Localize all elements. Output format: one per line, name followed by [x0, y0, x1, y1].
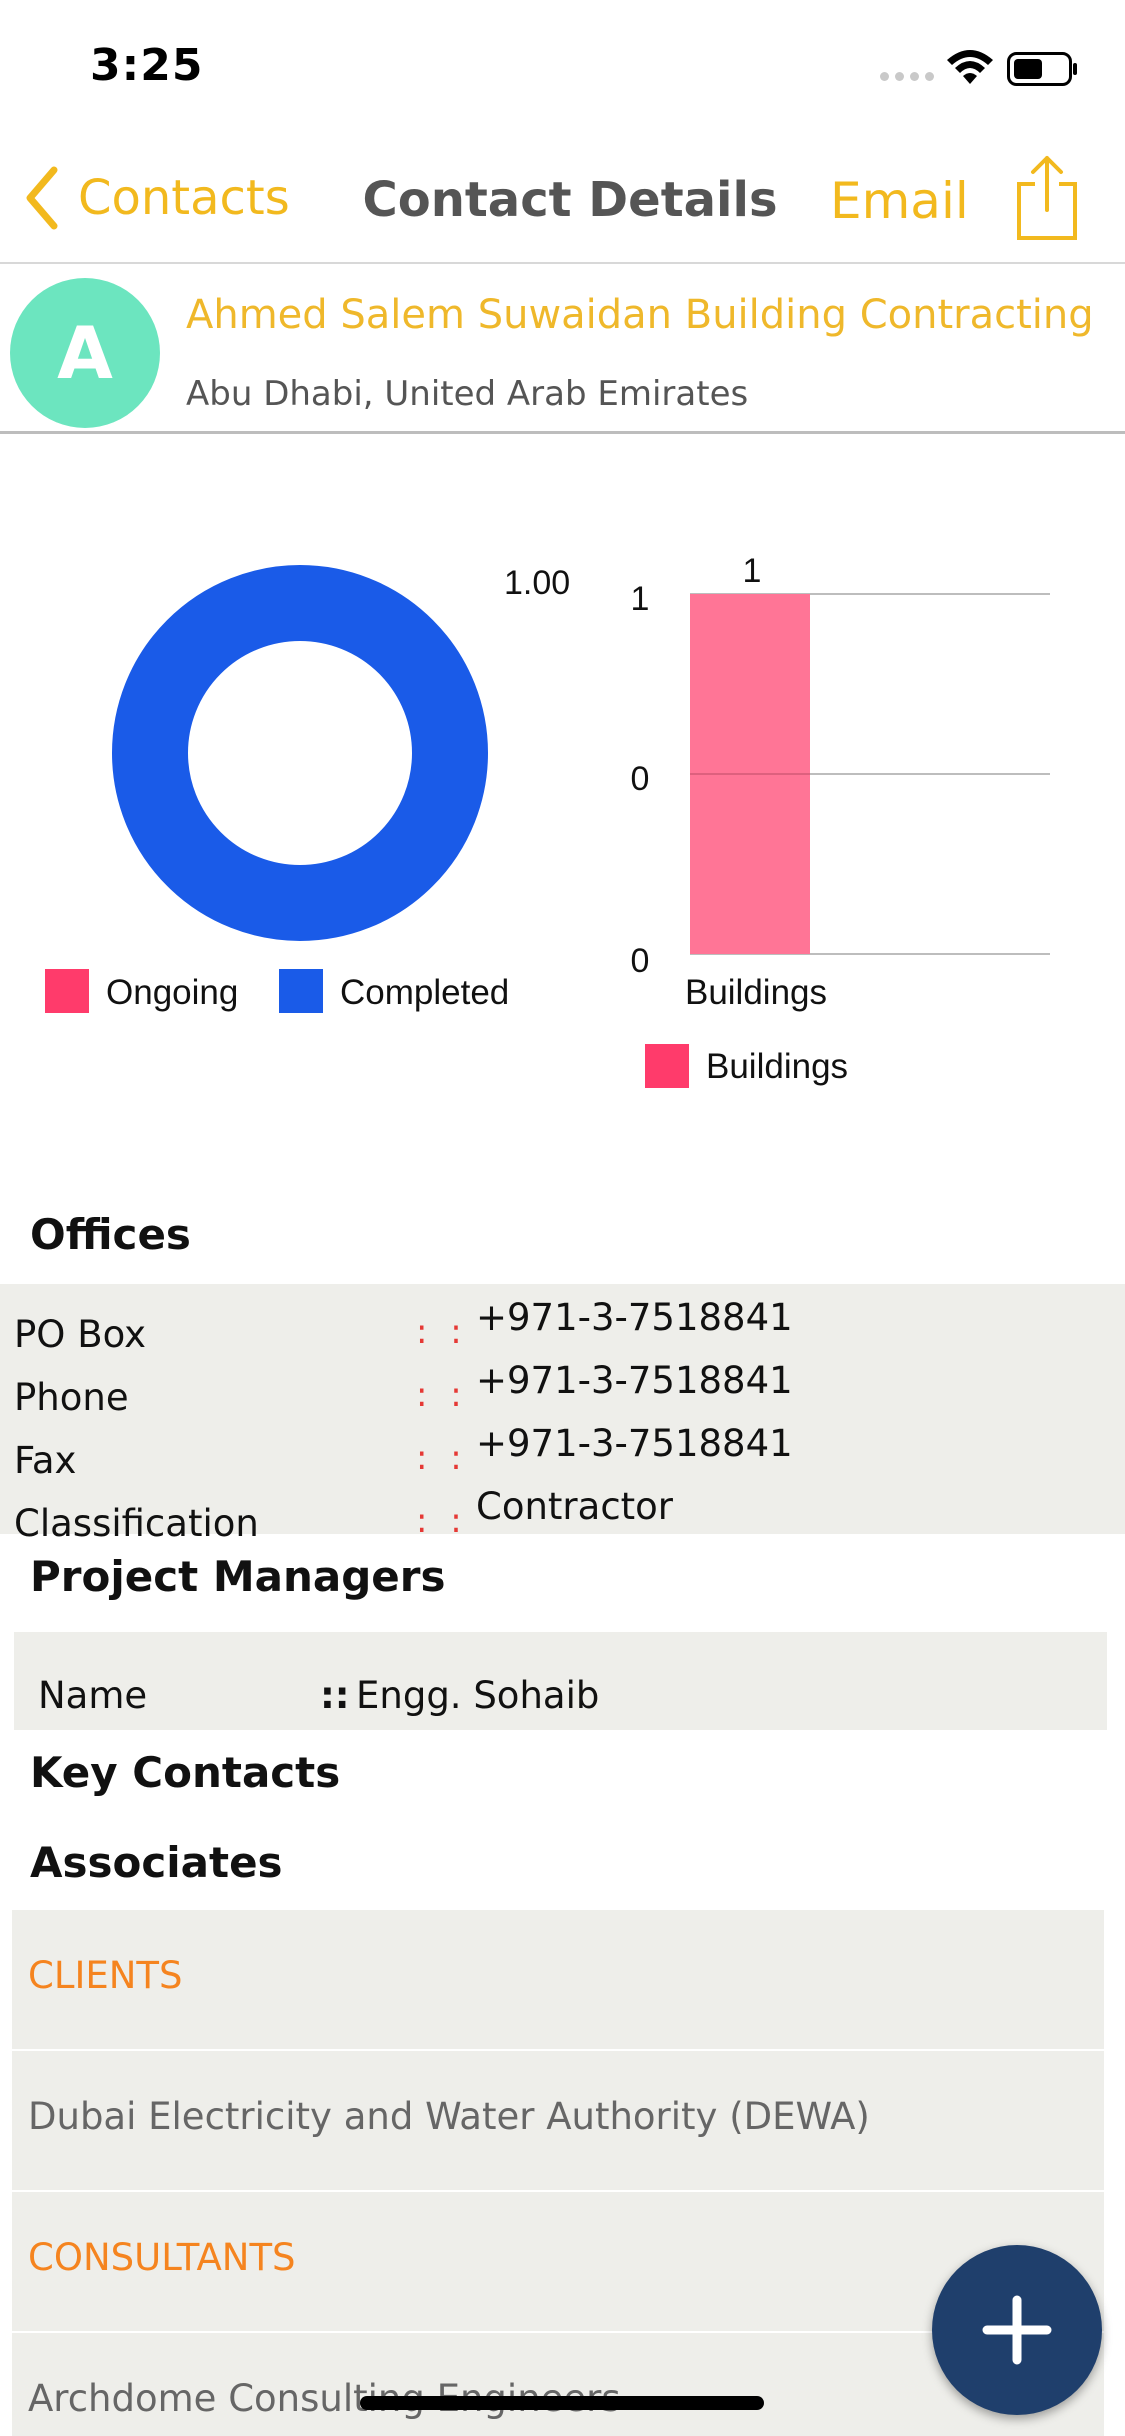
- list-item-label: Dubai Electricity and Water Authority (D…: [28, 2095, 870, 2138]
- add-button[interactable]: [932, 2245, 1102, 2415]
- legend-label-ongoing: Ongoing: [106, 973, 238, 1012]
- pm-separator: ::: [320, 1674, 350, 1717]
- legend-swatch-buildings: [645, 1044, 689, 1088]
- bar-y-tick-label: 1: [631, 580, 650, 618]
- company-name[interactable]: Ahmed Salem Suwaidan Building Contractin…: [186, 292, 1094, 338]
- legend-swatch-completed: [279, 969, 323, 1013]
- row-label: Fax: [14, 1439, 77, 1482]
- row-label: PO Box: [14, 1313, 146, 1356]
- office-row-po-box: PO Box : : +971-3-7518841: [0, 1296, 1125, 1356]
- page-title: Contact Details: [362, 172, 778, 228]
- office-row-fax: Fax : : +971-3-7518841: [0, 1422, 1125, 1482]
- project-managers-title: Project Managers: [30, 1552, 446, 1601]
- back-button[interactable]: Contacts: [22, 166, 290, 230]
- charts-area: 1.00 Ongoing Completed 1 1 0 0 Buildings Buildin…: [0, 470, 1125, 1120]
- bar-category-label: Buildings: [685, 973, 827, 1012]
- row-label: Phone: [14, 1376, 129, 1419]
- company-location: Abu Dhabi, United Arab Emirates: [186, 374, 749, 414]
- office-row-phone: Phone : : +971-3-7518841: [0, 1359, 1125, 1419]
- back-button-label: Contacts: [78, 170, 290, 226]
- legend-swatch-ongoing: [45, 969, 89, 1013]
- pm-name-label: Name: [38, 1674, 148, 1717]
- legend-label-completed: Completed: [340, 973, 509, 1012]
- row-value: Contractor: [476, 1485, 674, 1528]
- row-separator: : :: [416, 1501, 468, 1541]
- section-header-label: CONSULTANTS: [28, 2236, 296, 2279]
- home-indicator: [360, 2396, 764, 2410]
- row-value[interactable]: +971-3-7518841: [476, 1296, 793, 1339]
- associates-section-header: CONSULTANTS: [12, 2192, 1104, 2333]
- section-header-label: CLIENTS: [28, 1954, 183, 1997]
- pm-name-value: Engg. Sohaib: [356, 1674, 600, 1717]
- list-item[interactable]: Dubai Electricity and Water Authority (D…: [12, 2051, 1104, 2192]
- associates-list: CLIENTS Dubai Electricity and Water Auth…: [12, 1910, 1104, 2436]
- row-value[interactable]: +971-3-7518841: [476, 1359, 793, 1402]
- status-bar: 3:25: [0, 0, 1125, 132]
- associates-title: Associates: [30, 1838, 283, 1887]
- avatar: A: [10, 278, 160, 428]
- battery-icon: [1007, 52, 1077, 86]
- row-separator: : :: [416, 1375, 468, 1415]
- charts-svg: 1.00 Ongoing Completed 1 1 0 0 Buildings Buildin…: [45, 552, 1050, 1088]
- row-separator: : :: [416, 1438, 468, 1478]
- key-contacts-title: Key Contacts: [30, 1748, 341, 1797]
- chevron-left-icon: [26, 166, 58, 230]
- share-icon[interactable]: [1015, 154, 1079, 242]
- offices-table: PO Box : : +971-3-7518841 Phone : : +971…: [0, 1284, 1125, 1545]
- row-value[interactable]: +971-3-7518841: [476, 1422, 793, 1465]
- project-manager-row: Name :: Engg. Sohaib: [14, 1632, 1107, 1730]
- cellular-signal-icon: [880, 72, 934, 81]
- navigation-bar: Contacts Contact Details Email: [0, 132, 1125, 264]
- bar-y-tick-label: 0: [631, 760, 650, 798]
- row-separator: : :: [416, 1312, 468, 1352]
- status-time: 3:25: [90, 40, 204, 91]
- donut-value-label: 1.00: [504, 564, 570, 602]
- legend-label-buildings: Buildings: [706, 1047, 848, 1086]
- email-button[interactable]: Email: [830, 172, 969, 230]
- plus-icon: [982, 2295, 1052, 2365]
- office-row-classification: Classification : : Contractor: [0, 1485, 1125, 1545]
- bar-data-label: 1: [743, 552, 762, 590]
- row-label: Classification: [14, 1502, 259, 1545]
- bar-y-tick-label: 0: [631, 942, 650, 980]
- offices-title: Offices: [30, 1210, 191, 1259]
- contact-header: A Ahmed Salem Suwaidan Building Contract…: [0, 266, 1125, 434]
- associates-section-header: CLIENTS: [12, 1910, 1104, 2051]
- donut-slice-completed: [112, 565, 488, 941]
- wifi-icon: [947, 50, 993, 84]
